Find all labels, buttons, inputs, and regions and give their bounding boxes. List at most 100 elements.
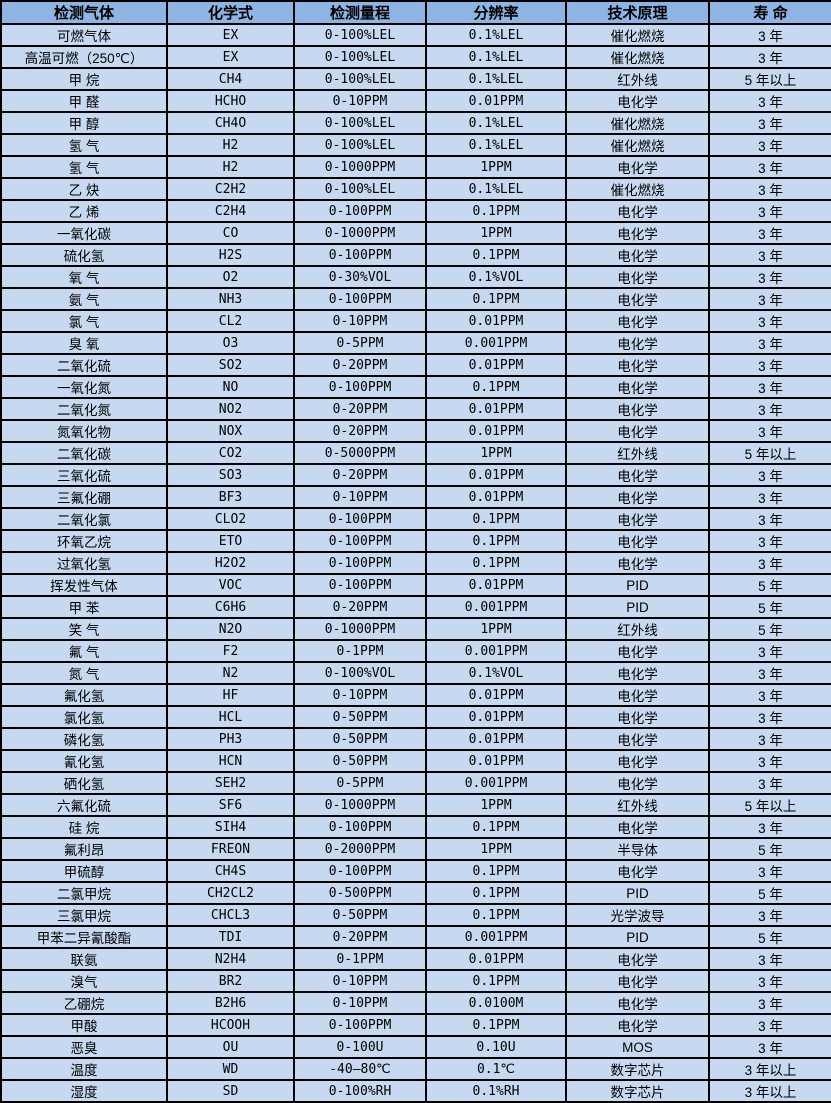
lifespan-cell: 3 年 <box>708 221 831 245</box>
resolution-cell: 0.1PPM <box>425 1013 567 1037</box>
technology-cell: 电化学 <box>565 309 710 333</box>
detection-range-cell: 0-100PPM <box>293 551 427 575</box>
gas-name-cell: 氨 气 <box>0 287 168 311</box>
chemical-formula-cell: CH4 <box>166 67 295 91</box>
technology-cell: 催化燃烧 <box>565 177 710 201</box>
gas-name-cell: 挥发性气体 <box>0 573 168 597</box>
table-body: 可燃气体 EX 0-100%LEL 0.1%LEL 催化燃烧 3 年高温可燃（250℃） E… <box>0 23 831 1103</box>
resolution-cell: 1PPM <box>425 441 567 465</box>
table-row: 氮 气 N2 0-100%VOL 0.1%VOL 电化学 3 年 <box>0 661 831 685</box>
gas-name-cell: 环氧乙烷 <box>0 529 168 553</box>
table-row: 硅 烷 SIH4 0-100PPM 0.1PPM 电化学 3 年 <box>0 815 831 839</box>
resolution-cell: 0.1%LEL <box>425 177 567 201</box>
resolution-cell: 0.1PPM <box>425 903 567 927</box>
header-lifespan: 寿 命 <box>708 0 831 25</box>
lifespan-cell: 3 年 <box>708 111 831 135</box>
detection-range-cell: 0-50PPM <box>293 705 427 729</box>
table-row: 三氯甲烷 CHCL3 0-50PPM 0.1PPM 光学波导 3 年 <box>0 903 831 927</box>
gas-name-cell: 氮 气 <box>0 661 168 685</box>
detection-range-cell: 0-100PPM <box>293 287 427 311</box>
detection-range-cell: 0-10PPM <box>293 89 427 113</box>
lifespan-cell: 3 年 <box>708 89 831 113</box>
gas-name-cell: 笑 气 <box>0 617 168 641</box>
header-chemical-formula: 化学式 <box>166 0 295 25</box>
lifespan-cell: 5 年 <box>708 925 831 949</box>
technology-cell: 电化学 <box>565 815 710 839</box>
resolution-cell: 0.01PPM <box>425 397 567 421</box>
detection-range-cell: 0-100U <box>293 1035 427 1059</box>
chemical-formula-cell: NO <box>166 375 295 399</box>
technology-cell: 电化学 <box>565 199 710 223</box>
detection-range-cell: 0-2000PPM <box>293 837 427 861</box>
gas-name-cell: 二氧化碳 <box>0 441 168 465</box>
detection-range-cell: 0-5000PPM <box>293 441 427 465</box>
detection-range-cell: 0-20PPM <box>293 353 427 377</box>
resolution-cell: 0.1%RH <box>425 1079 567 1103</box>
resolution-cell: 0.1PPM <box>425 507 567 531</box>
technology-cell: PID <box>565 595 710 619</box>
lifespan-cell: 5 年以上 <box>708 793 831 817</box>
resolution-cell: 0.1℃ <box>425 1057 567 1081</box>
chemical-formula-cell: N2O <box>166 617 295 641</box>
technology-cell: 催化燃烧 <box>565 111 710 135</box>
table-row: 三氧化硫 SO3 0-20PPM 0.01PPM 电化学 3 年 <box>0 463 831 487</box>
lifespan-cell: 3 年 <box>708 815 831 839</box>
table-row: 硒化氢 SEH2 0-5PPM 0.001PPM 电化学 3 年 <box>0 771 831 795</box>
lifespan-cell: 5 年 <box>708 617 831 641</box>
table-row: 高温可燃（250℃） EX 0-100%LEL 0.1%LEL 催化燃烧 3 年 <box>0 45 831 69</box>
table-row: 二氧化碳 CO2 0-5000PPM 1PPM 红外线 5 年以上 <box>0 441 831 465</box>
technology-cell: 电化学 <box>565 419 710 443</box>
chemical-formula-cell: SO2 <box>166 353 295 377</box>
table-row: 二氯甲烷 CH2CL2 0-500PPM 0.1PPM PID 5 年 <box>0 881 831 905</box>
resolution-cell: 0.1PPM <box>425 287 567 311</box>
resolution-cell: 0.01PPM <box>425 749 567 773</box>
lifespan-cell: 3 年 <box>708 705 831 729</box>
technology-cell: 电化学 <box>565 1013 710 1037</box>
table-row: 二氧化硫 SO2 0-20PPM 0.01PPM 电化学 3 年 <box>0 353 831 377</box>
resolution-cell: 0.01PPM <box>425 947 567 971</box>
resolution-cell: 0.001PPM <box>425 771 567 795</box>
technology-cell: 电化学 <box>565 991 710 1015</box>
gas-name-cell: 三氧化硫 <box>0 463 168 487</box>
chemical-formula-cell: H2S <box>166 243 295 267</box>
table-row: 过氧化氢 H2O2 0-100PPM 0.1PPM 电化学 3 年 <box>0 551 831 575</box>
chemical-formula-cell: H2 <box>166 133 295 157</box>
table-row: 氰化氢 HCN 0-50PPM 0.01PPM 电化学 3 年 <box>0 749 831 773</box>
chemical-formula-cell: H2 <box>166 155 295 179</box>
gas-name-cell: 温度 <box>0 1057 168 1081</box>
gas-name-cell: 湿度 <box>0 1079 168 1103</box>
header-gas-name: 检测气体 <box>0 0 168 25</box>
resolution-cell: 0.1PPM <box>425 199 567 223</box>
gas-name-cell: 甲 烷 <box>0 67 168 91</box>
detection-range-cell: 0-10PPM <box>293 969 427 993</box>
resolution-cell: 0.01PPM <box>425 419 567 443</box>
chemical-formula-cell: BR2 <box>166 969 295 993</box>
chemical-formula-cell: HCL <box>166 705 295 729</box>
lifespan-cell: 3 年 <box>708 639 831 663</box>
chemical-formula-cell: C6H6 <box>166 595 295 619</box>
resolution-cell: 0.1%LEL <box>425 45 567 69</box>
technology-cell: 电化学 <box>565 89 710 113</box>
resolution-cell: 0.01PPM <box>425 683 567 707</box>
gas-name-cell: 联氨 <box>0 947 168 971</box>
detection-range-cell: 0-50PPM <box>293 749 427 773</box>
chemical-formula-cell: OU <box>166 1035 295 1059</box>
chemical-formula-cell: H2O2 <box>166 551 295 575</box>
chemical-formula-cell: NOX <box>166 419 295 443</box>
chemical-formula-cell: CH2CL2 <box>166 881 295 905</box>
detection-range-cell: -40—80℃ <box>293 1057 427 1081</box>
lifespan-cell: 3 年 <box>708 1035 831 1059</box>
technology-cell: 电化学 <box>565 947 710 971</box>
chemical-formula-cell: SEH2 <box>166 771 295 795</box>
technology-cell: 数字芯片 <box>565 1057 710 1081</box>
resolution-cell: 0.1PPM <box>425 969 567 993</box>
detection-range-cell: 0-20PPM <box>293 463 427 487</box>
chemical-formula-cell: VOC <box>166 573 295 597</box>
chemical-formula-cell: EX <box>166 45 295 69</box>
chemical-formula-cell: HF <box>166 683 295 707</box>
resolution-cell: 0.01PPM <box>425 705 567 729</box>
lifespan-cell: 3 年 <box>708 243 831 267</box>
gas-name-cell: 臭 氧 <box>0 331 168 355</box>
table-row: 甲 醛 HCHO 0-10PPM 0.01PPM 电化学 3 年 <box>0 89 831 113</box>
